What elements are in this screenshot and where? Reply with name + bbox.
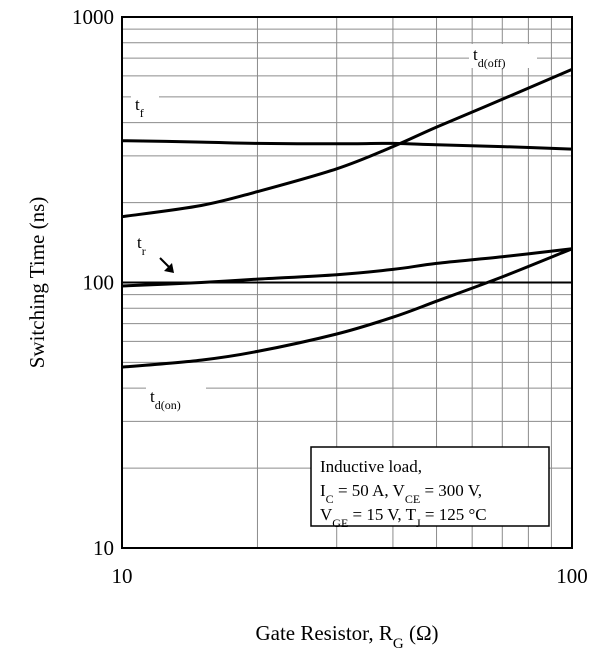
series-lines [121,68,573,369]
condition-line-2: IC = 50 A, VCE = 300 V, [320,481,482,506]
x-axis-title: Gate Resistor, RG (Ω) [255,621,438,652]
condition-line-1: Inductive load, [320,457,422,476]
plot-frame [121,16,573,549]
curve-labels: td(off) tf tr td(on) [131,44,537,412]
condition-line-3: VGE = 15 V, TJ = 125 °C [320,505,487,530]
tick-labels: 10 100 10 100 1000 [72,5,588,588]
label-background-t-d-on- [146,386,206,410]
y-tick-label: 1000 [72,5,114,29]
series-label-t-f: tf [135,95,144,120]
series-label-t-r: tr [137,233,146,258]
y-tick-label: 100 [83,271,115,295]
x-axis-title-sub: G [393,636,404,652]
y-axis-title: Switching Time (ns) [25,197,49,369]
series-line-t-d-off- [121,68,573,219]
test-conditions-box: Inductive load, IC = 50 A, VCE = 300 V,VG… [310,446,550,530]
x-axis-title-main: Gate Resistor, R [255,621,392,645]
x-axis-title-suffix: (Ω) [404,621,439,645]
x-tick-label: 10 [112,564,133,588]
y-tick-label: 10 [93,536,114,560]
series-label-t-d-on-: td(on) [150,387,181,412]
x-tick-label: 100 [556,564,588,588]
label-background-t-d-off- [469,44,537,68]
label-background-t-r [133,232,161,256]
series-label-t-d-off-: td(off) [473,45,506,70]
series-line-t-d-on- [121,247,573,369]
tr-pointer-arrow [159,257,174,273]
label-background-t-f [131,94,159,118]
test-conditions-frame [310,446,550,527]
series-line-t-f [121,139,573,151]
series-line-t-r [121,247,573,288]
